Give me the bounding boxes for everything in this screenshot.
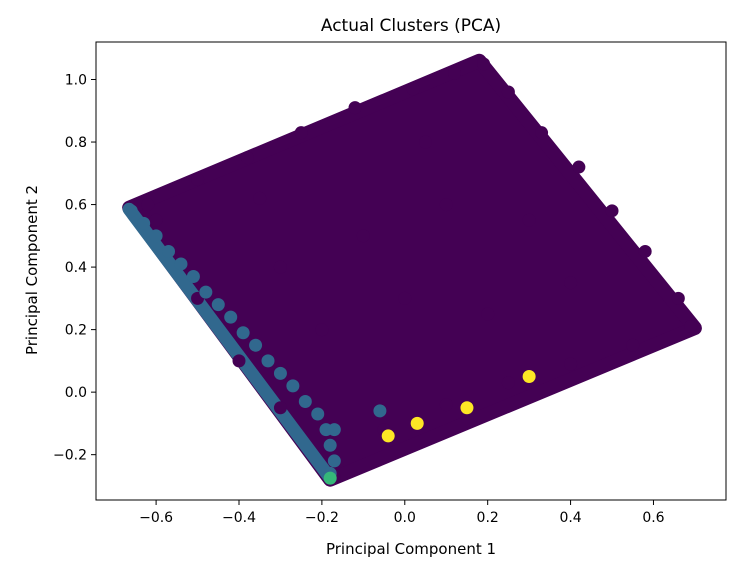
x-tick-label: 0.4 [559, 510, 581, 526]
data-point [186, 269, 200, 283]
chart-title: Actual Clusters (PCA) [321, 16, 501, 36]
y-tick-label: 0.0 [65, 385, 87, 401]
data-point [522, 213, 536, 227]
data-point [671, 291, 685, 305]
axis-ticks: −0.6 −0.4 −0.2 0.0 0.2 0.4 0.6 −0.2 0.0 0.2 0.4 0.6… [53, 73, 665, 526]
data-point [249, 338, 263, 352]
data-point [564, 276, 578, 290]
x-tick-label: 0.6 [642, 510, 664, 526]
data-point [298, 395, 312, 409]
data-point [605, 204, 619, 218]
data-point [286, 379, 300, 393]
series-3 [381, 370, 536, 443]
data-point [477, 57, 491, 71]
x-tick-label: 0.0 [394, 510, 416, 526]
data-point [439, 398, 453, 412]
y-tick-label: 0.6 [65, 198, 87, 214]
data-point [373, 404, 387, 418]
axes-frame [95, 41, 727, 501]
data-point [323, 471, 337, 485]
y-tick-label: 1.0 [65, 73, 87, 89]
data-point [240, 151, 254, 165]
series-0 [141, 57, 698, 484]
data-point [460, 401, 474, 415]
data-point [311, 407, 325, 421]
data-point [406, 82, 420, 96]
y-tick-label: 0.2 [65, 323, 87, 339]
data-point [684, 319, 698, 333]
data-point [327, 423, 341, 437]
y-tick-label: 0.4 [65, 260, 87, 276]
y-axis-label: Principal Component 2 [23, 185, 41, 355]
data-point [348, 101, 362, 115]
data-point [273, 366, 287, 380]
data-point [191, 173, 205, 187]
data-point [501, 85, 515, 99]
series-1 [124, 204, 387, 480]
data-point [162, 244, 176, 258]
data-point [564, 357, 578, 371]
data-point [273, 260, 287, 274]
y-tick-label: −0.2 [53, 448, 87, 464]
data-point [315, 323, 329, 337]
x-tick-label: −0.6 [139, 510, 173, 526]
data-point [224, 310, 238, 324]
data-point [522, 370, 536, 384]
data-point [211, 298, 225, 312]
data-point [149, 213, 163, 227]
data-point [323, 438, 337, 452]
data-point [137, 216, 151, 230]
x-tick-label: 0.2 [477, 510, 499, 526]
y-tick-label: 0.8 [65, 135, 87, 151]
x-axis-label: Principal Component 1 [326, 540, 496, 558]
data-point [236, 326, 250, 340]
data-point [448, 66, 462, 80]
data-point [199, 285, 213, 299]
data-point [141, 198, 155, 212]
data-point [572, 160, 586, 174]
data-point [419, 135, 433, 149]
data-point [356, 229, 370, 243]
plot-area [122, 53, 702, 487]
x-tick-label: −0.4 [222, 510, 256, 526]
data-point [398, 291, 412, 305]
data-point [149, 229, 163, 243]
data-point [327, 454, 341, 468]
data-point [261, 354, 275, 368]
data-point [294, 126, 308, 140]
data-point [626, 338, 640, 352]
data-point [381, 429, 395, 443]
data-point [124, 204, 138, 218]
data-point [535, 126, 549, 140]
data-point [253, 191, 267, 205]
data-point [501, 376, 515, 390]
data-point [232, 354, 246, 368]
data-point [174, 257, 188, 271]
data-point [439, 198, 453, 212]
series-2 [323, 471, 337, 485]
data-point [638, 244, 652, 258]
data-point [273, 401, 287, 415]
x-tick-label: −0.2 [305, 510, 339, 526]
data-point [410, 416, 424, 430]
data-point [481, 307, 495, 321]
